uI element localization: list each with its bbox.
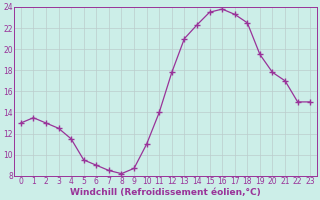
X-axis label: Windchill (Refroidissement éolien,°C): Windchill (Refroidissement éolien,°C): [70, 188, 261, 197]
